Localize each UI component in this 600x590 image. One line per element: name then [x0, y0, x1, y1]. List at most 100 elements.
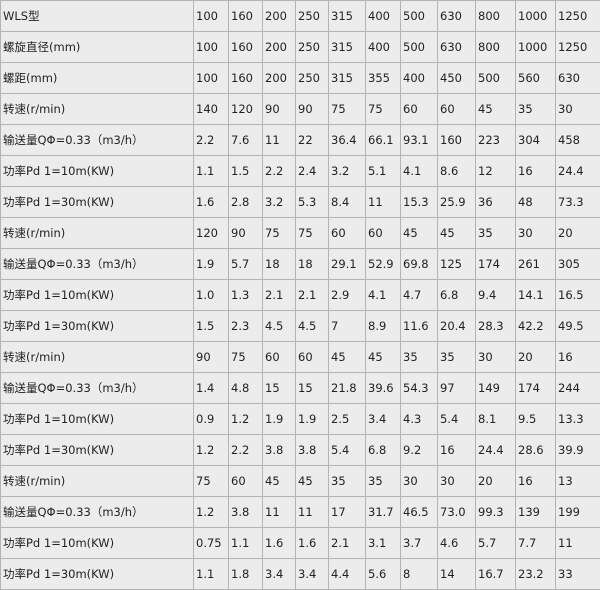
cell: 125 — [437, 248, 476, 280]
cell: 45 — [328, 341, 366, 373]
cell: 45 — [437, 217, 476, 249]
cell: 4.7 — [400, 279, 438, 311]
cell: 16 — [437, 434, 476, 466]
cell: 36 — [475, 186, 516, 218]
row-label: 转速(r/min) — [0, 217, 194, 249]
cell: 45 — [365, 341, 401, 373]
cell: 100 — [193, 62, 229, 94]
cell: 4.1 — [400, 155, 438, 187]
cell: 1.3 — [228, 279, 263, 311]
cell: 6.8 — [365, 434, 401, 466]
cell: 8 — [400, 558, 438, 590]
cell: 20.4 — [437, 310, 476, 342]
table-row: 功率Pd 1=30m(KW) 1.5 2.3 4.5 4.5 7 8.9 11.6 20.4 28… — [0, 310, 600, 342]
cell: 244 — [555, 372, 600, 404]
cell: 200 — [262, 62, 296, 94]
cell: 1.9 — [193, 248, 229, 280]
cell: 1.9 — [295, 403, 329, 435]
cell: 1.1 — [228, 527, 263, 559]
cell: 3.8 — [262, 434, 296, 466]
cell: 315 — [328, 31, 366, 63]
cell: 15 — [262, 372, 296, 404]
cell: 45 — [475, 93, 516, 125]
cell: 39.6 — [365, 372, 401, 404]
table-row: 转速(r/min) 90 75 60 60 45 45 35 35 30 20 16 — [0, 341, 600, 373]
cell: 5.6 — [365, 558, 401, 590]
table-row: 功率Pd 1=10m(KW) 0.9 1.2 1.9 1.9 2.5 3.4 4.3 5.4 8.… — [0, 403, 600, 435]
cell: 75 — [262, 217, 296, 249]
cell: 5.1 — [365, 155, 401, 187]
cell: 13 — [555, 465, 600, 497]
cell: 2.3 — [228, 310, 263, 342]
cell: 16.5 — [555, 279, 600, 311]
cell: 75 — [295, 217, 329, 249]
cell: 48 — [515, 186, 556, 218]
cell: 15.3 — [400, 186, 438, 218]
cell: 450 — [437, 62, 476, 94]
cell: 1.6 — [262, 527, 296, 559]
cell: 35 — [365, 465, 401, 497]
cell: 12 — [475, 155, 516, 187]
cell: 5.3 — [295, 186, 329, 218]
cell: 199 — [555, 496, 600, 528]
cell: 1250 — [555, 31, 600, 63]
cell: 250 — [295, 62, 329, 94]
cell: 16 — [515, 155, 556, 187]
cell: 5.4 — [437, 403, 476, 435]
cell: 11 — [295, 496, 329, 528]
cell: 4.8 — [228, 372, 263, 404]
cell: 60 — [328, 217, 366, 249]
cell: 2.4 — [295, 155, 329, 187]
cell: 24.4 — [475, 434, 516, 466]
cell: 45 — [295, 465, 329, 497]
cell: 4.5 — [262, 310, 296, 342]
cell: 90 — [193, 341, 229, 373]
cell: 8.6 — [437, 155, 476, 187]
table-row: 输送量QΦ=0.33（m3/h） 1.4 4.8 15 15 21.8 39.6 54.3 97… — [0, 372, 600, 404]
cell: 11 — [262, 496, 296, 528]
cell: 30 — [400, 465, 438, 497]
cell: 4.5 — [295, 310, 329, 342]
cell: 1000 — [515, 0, 556, 32]
cell: 35 — [475, 217, 516, 249]
cell: 304 — [515, 124, 556, 156]
cell: 90 — [262, 93, 296, 125]
cell: 1.9 — [262, 403, 296, 435]
cell: 35 — [515, 93, 556, 125]
table-row: 功率Pd 1=10m(KW) 1.1 1.5 2.2 2.4 3.2 5.1 4.1 8.6 12… — [0, 155, 600, 187]
cell: 250 — [295, 0, 329, 32]
row-label: 转速(r/min) — [0, 465, 194, 497]
cell: 315 — [328, 62, 366, 94]
cell: 93.1 — [400, 124, 438, 156]
cell: 2.2 — [228, 434, 263, 466]
cell: 5.4 — [328, 434, 366, 466]
cell: 45 — [262, 465, 296, 497]
cell: 21.8 — [328, 372, 366, 404]
cell: 73.3 — [555, 186, 600, 218]
cell: 14.1 — [515, 279, 556, 311]
cell: 1.6 — [295, 527, 329, 559]
cell: 800 — [475, 31, 516, 63]
cell: 9.5 — [515, 403, 556, 435]
cell: 139 — [515, 496, 556, 528]
cell: 2.2 — [262, 155, 296, 187]
cell: 3.2 — [328, 155, 366, 187]
cell: 18 — [295, 248, 329, 280]
cell: 90 — [295, 93, 329, 125]
cell: 160 — [228, 62, 263, 94]
cell: 3.4 — [365, 403, 401, 435]
cell: 90 — [228, 217, 263, 249]
cell: 42.2 — [515, 310, 556, 342]
cell: 7.6 — [228, 124, 263, 156]
cell: 500 — [400, 31, 438, 63]
cell: 250 — [295, 31, 329, 63]
row-label: 功率Pd 1=30m(KW) — [0, 186, 194, 218]
cell: 400 — [400, 62, 438, 94]
cell: 1.1 — [193, 558, 229, 590]
cell: 16 — [515, 465, 556, 497]
cell: 35 — [328, 465, 366, 497]
table-row: 功率Pd 1=30m(KW) 1.2 2.2 3.8 3.8 5.4 6.8 9.2 16 24.… — [0, 434, 600, 466]
cell: 35 — [400, 341, 438, 373]
cell: 8.4 — [328, 186, 366, 218]
cell: 500 — [475, 62, 516, 94]
